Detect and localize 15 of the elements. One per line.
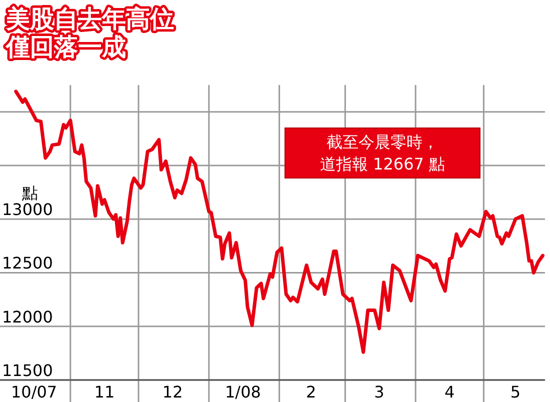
x-tick-label: 10/07	[11, 382, 58, 402]
y-tick-label: 11500	[2, 361, 53, 380]
x-tick-label: 5	[510, 382, 521, 402]
chart-title: 美股自去年高位僅回落一成	[5, 5, 174, 61]
annotation: 截至今晨零時，道指報 12667 點	[320, 132, 446, 174]
x-tick-label: 1/08	[225, 382, 261, 402]
y-tick-label: 13000	[2, 200, 53, 220]
y-tick-label: 12500	[2, 254, 53, 273]
x-tick-label: 2	[306, 382, 316, 402]
x-tick-label: 3	[374, 382, 384, 402]
x-tick-label: 4	[444, 382, 455, 402]
y-tick-label: 12000	[2, 307, 53, 326]
y-axis-title: 點	[21, 184, 38, 203]
x-tick-label: 12	[162, 382, 183, 402]
x-tick-label: 11	[94, 382, 115, 402]
